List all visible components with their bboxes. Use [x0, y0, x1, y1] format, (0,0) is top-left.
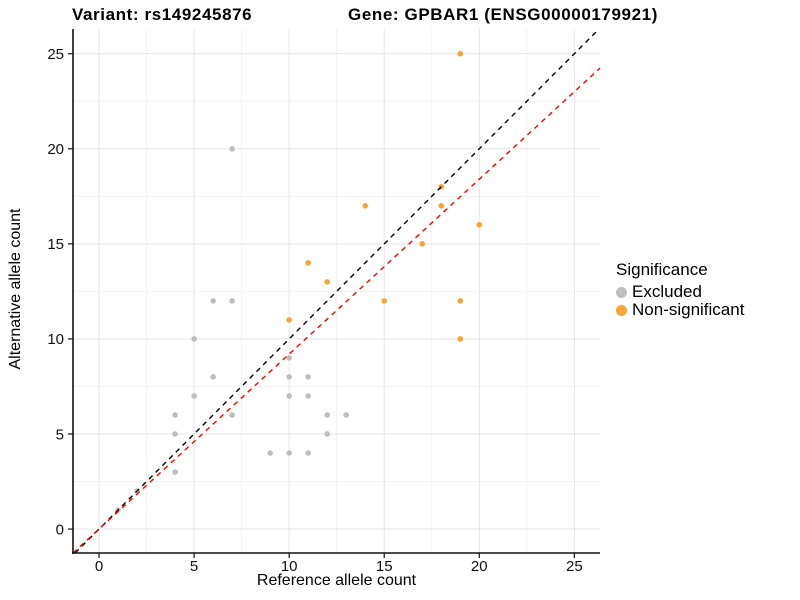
x-axis-title: Reference allele count	[256, 572, 417, 589]
data-point-excluded	[305, 393, 311, 399]
data-point-non-significant	[362, 203, 369, 209]
data-point-excluded	[210, 298, 216, 304]
data-point-excluded	[305, 450, 311, 456]
excluded-dot-icon	[616, 286, 627, 298]
y-tick-label: 0	[56, 521, 64, 538]
y-tick-label: 5	[56, 426, 64, 443]
data-point-non-significant	[305, 260, 311, 266]
x-tick-label: 5	[190, 558, 198, 575]
data-point-excluded	[286, 450, 292, 456]
legend-item-excluded: Excluded	[616, 282, 744, 301]
data-point-excluded	[210, 374, 216, 380]
data-point-non-significant	[476, 222, 483, 228]
data-point-non-significant	[381, 298, 388, 304]
legend: Significance Excluded Non-significant	[616, 260, 744, 319]
data-point-excluded	[172, 469, 178, 475]
data-point-non-significant	[457, 336, 464, 342]
data-point-excluded	[286, 355, 292, 361]
non-significant-dot-icon	[616, 304, 627, 316]
legend-title: Significance	[616, 260, 708, 279]
variant-title: Variant: rs149245876	[72, 5, 253, 24]
data-point-excluded	[191, 336, 197, 342]
data-point-excluded	[343, 412, 349, 418]
data-point-excluded	[267, 450, 273, 456]
data-point-non-significant	[286, 317, 292, 323]
legend-label-non-significant: Non-significant	[632, 300, 745, 319]
x-tick-label: 25	[566, 558, 583, 575]
legend-item-non-significant: Non-significant	[616, 300, 745, 319]
identity-line	[74, 28, 600, 554]
data-point-excluded	[229, 412, 235, 418]
data-point-excluded	[286, 374, 292, 380]
data-point-excluded	[229, 298, 235, 304]
y-tick-label: 10	[47, 331, 64, 348]
data-point-excluded	[324, 431, 330, 437]
data-point-excluded	[172, 412, 178, 418]
data-point-non-significant	[438, 203, 445, 209]
data-point-excluded	[191, 393, 197, 399]
data-point-excluded	[324, 412, 330, 418]
y-tick-label: 15	[47, 236, 64, 253]
data-point-excluded	[305, 374, 311, 380]
x-tick-label: 0	[95, 558, 103, 575]
legend-label-excluded: Excluded	[632, 282, 702, 301]
data-point-non-significant	[419, 241, 426, 247]
y-tick-label: 20	[47, 141, 64, 158]
data-point-excluded	[286, 393, 292, 399]
data-point-non-significant	[457, 298, 464, 304]
gene-title: Gene: GPBAR1 (ENSG00000179921)	[348, 5, 658, 24]
data-point-non-significant	[324, 279, 330, 285]
x-tick-label: 10	[281, 558, 298, 575]
data-point-excluded	[172, 431, 178, 437]
x-tick-label: 15	[376, 558, 393, 575]
y-tick-label: 25	[47, 46, 64, 63]
data-point-excluded	[229, 145, 235, 152]
data-point-non-significant	[457, 50, 464, 57]
x-tick-label: 20	[471, 558, 488, 575]
